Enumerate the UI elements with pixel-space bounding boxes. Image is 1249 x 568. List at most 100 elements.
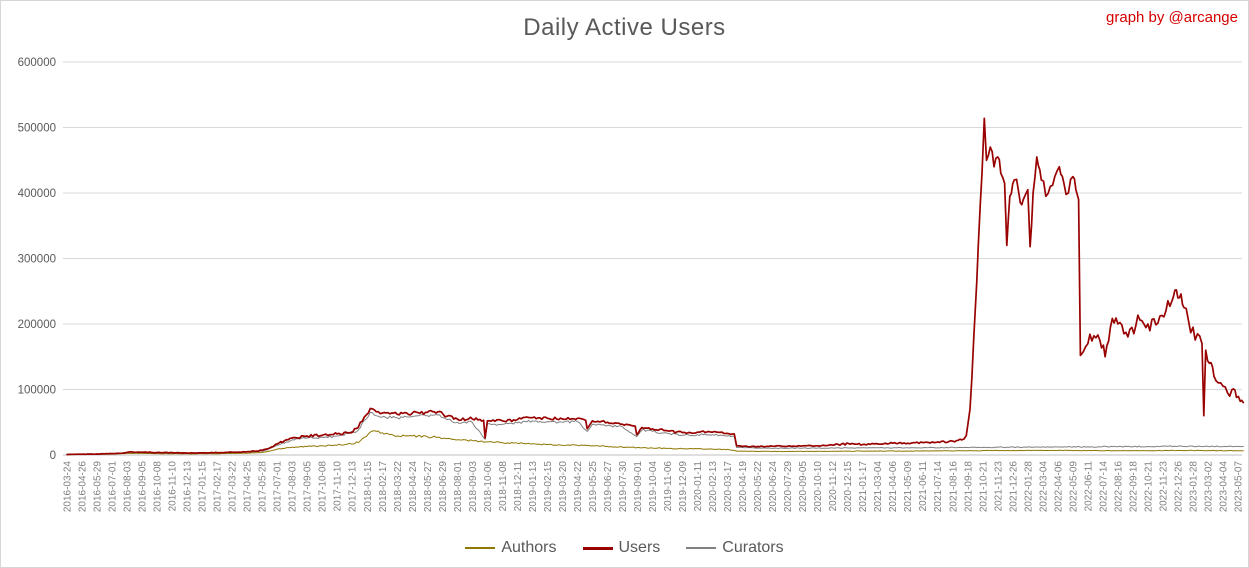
x-tick-label: 2018-03-22 <box>393 461 404 513</box>
chart-title: Daily Active Users <box>523 14 726 41</box>
x-tick-label: 2022-09-18 <box>1128 461 1139 513</box>
y-tick-label: 0 <box>50 450 56 462</box>
x-tick-label: 2022-07-14 <box>1098 461 1109 513</box>
x-tick-label: 2019-09-01 <box>633 461 644 513</box>
y-tick-label: 200000 <box>18 319 56 331</box>
x-tick-label: 2022-12-26 <box>1173 461 1184 513</box>
x-tick-label: 2016-03-24 <box>63 461 74 513</box>
legend-label: Users <box>618 539 661 556</box>
x-tick-label: 2017-07-01 <box>273 461 284 513</box>
x-tick-label: 2022-04-06 <box>1053 461 1064 513</box>
x-tick-label: 2017-05-28 <box>258 461 269 513</box>
x-tick-label: 2020-04-19 <box>738 461 749 513</box>
x-tick-label: 2016-05-29 <box>93 461 104 513</box>
y-tick-label: 400000 <box>18 188 56 200</box>
x-tick-label: 2021-04-06 <box>888 461 899 513</box>
legend-swatch-users <box>582 546 613 550</box>
x-tick-label: 2016-12-13 <box>183 461 194 513</box>
x-tick-label: 2018-02-17 <box>378 461 389 513</box>
x-tick-label: 2019-11-06 <box>663 461 674 512</box>
x-tick-label: 2018-05-27 <box>423 461 434 513</box>
x-tick-label: 2018-01-15 <box>363 461 374 513</box>
x-tick-label: 2016-08-03 <box>123 461 134 513</box>
y-tick-label: 600000 <box>18 57 56 69</box>
x-tick-label: 2022-01-28 <box>1023 461 1034 513</box>
x-tick-label: 2017-03-22 <box>228 461 239 513</box>
x-tick-label: 2019-07-30 <box>618 461 629 513</box>
x-tick-label: 2021-01-17 <box>858 461 869 513</box>
x-tick-label: 2020-03-17 <box>723 461 734 513</box>
legend: Authors Users Curators <box>1 539 1248 557</box>
x-tick-label: 2021-09-18 <box>963 461 974 513</box>
x-tick-label: 2022-06-11 <box>1083 461 1094 512</box>
x-tick-label: 2021-06-11 <box>918 461 929 512</box>
x-tick-label: 2022-10-21 <box>1143 461 1154 513</box>
legend-item-users: Users <box>582 539 661 557</box>
x-tick-label: 2023-04-04 <box>1218 461 1229 513</box>
legend-swatch-curators <box>686 547 717 549</box>
x-tick-label: 2017-04-25 <box>243 461 254 513</box>
x-tick-label: 2017-10-08 <box>318 461 329 513</box>
x-tick-label: 2019-01-13 <box>528 461 539 513</box>
x-tick-label: 2020-07-29 <box>783 461 794 513</box>
x-tick-label: 2016-04-26 <box>78 461 89 513</box>
y-tick-label: 100000 <box>18 385 56 397</box>
x-tick-label: 2016-11-10 <box>168 461 179 512</box>
x-tick-label: 2017-08-03 <box>288 461 299 513</box>
x-tick-label: 2016-07-01 <box>108 461 119 513</box>
x-tick-label: 2022-08-16 <box>1113 461 1124 513</box>
x-tick-label: 2018-11-08 <box>498 461 509 512</box>
x-tick-label: 2017-02-17 <box>213 461 224 513</box>
legend-item-curators: Curators <box>686 539 784 557</box>
x-tick-label: 2019-12-09 <box>678 461 689 513</box>
x-tick-label: 2021-12-26 <box>1008 461 1019 513</box>
x-tick-label: 2020-05-22 <box>753 461 764 513</box>
x-tick-label: 2020-06-24 <box>768 461 779 513</box>
x-tick-label: 2018-10-06 <box>483 461 494 513</box>
x-tick-label: 2021-07-14 <box>933 461 944 513</box>
x-tick-label: 2022-05-09 <box>1068 461 1079 513</box>
series-line-users <box>66 117 1245 456</box>
x-tick-label: 2019-04-22 <box>573 461 584 513</box>
y-tick-label: 500000 <box>18 123 56 135</box>
x-tick-label: 2021-05-09 <box>903 461 914 513</box>
series-line-authors <box>66 430 1244 456</box>
x-tick-label: 2016-10-08 <box>153 461 164 513</box>
x-tick-label: 2019-03-20 <box>558 461 569 513</box>
x-tick-label: 2020-02-13 <box>708 461 719 513</box>
x-tick-label: 2023-03-02 <box>1203 461 1214 513</box>
credit-text: graph by @arcange <box>1106 9 1238 26</box>
x-tick-label: 2018-06-29 <box>438 461 449 513</box>
x-tick-label: 2018-12-11 <box>513 461 524 512</box>
legend-label: Curators <box>722 539 784 556</box>
x-tick-label: 2018-04-24 <box>408 461 419 513</box>
x-tick-label: 2019-10-04 <box>648 461 659 513</box>
x-tick-label: 2019-05-25 <box>588 461 599 513</box>
x-tick-label: 2023-01-28 <box>1188 461 1199 513</box>
x-tick-label: 2020-12-15 <box>843 461 854 513</box>
x-tick-label: 2018-09-03 <box>468 461 479 513</box>
x-tick-label: 2020-01-11 <box>693 461 704 512</box>
x-tick-label: 2020-11-12 <box>828 461 839 512</box>
x-tick-label: 2021-03-04 <box>873 461 884 513</box>
x-tick-label: 2021-10-21 <box>978 461 989 513</box>
x-tick-label: 2023-05-07 <box>1234 461 1245 513</box>
x-tick-label: 2020-10-10 <box>813 461 824 513</box>
legend-item-authors: Authors <box>465 539 557 557</box>
x-tick-label: 2019-02-15 <box>543 461 554 513</box>
x-tick-label: 2022-03-04 <box>1038 461 1049 513</box>
x-tick-label: 2021-08-16 <box>948 461 959 513</box>
x-tick-label: 2016-09-05 <box>138 461 149 513</box>
x-tick-label: 2022-11-23 <box>1158 461 1169 512</box>
x-tick-label: 2017-12-13 <box>348 461 359 513</box>
x-tick-label: 2018-08-01 <box>453 461 464 513</box>
x-tick-label: 2017-01-15 <box>198 461 209 513</box>
x-tick-label: 2017-11-10 <box>333 461 344 512</box>
x-tick-label: 2019-06-27 <box>603 461 614 513</box>
y-tick-label: 300000 <box>18 254 56 266</box>
legend-label: Authors <box>501 539 557 556</box>
legend-swatch-authors <box>465 547 496 549</box>
x-tick-label: 2021-11-23 <box>993 461 1004 512</box>
